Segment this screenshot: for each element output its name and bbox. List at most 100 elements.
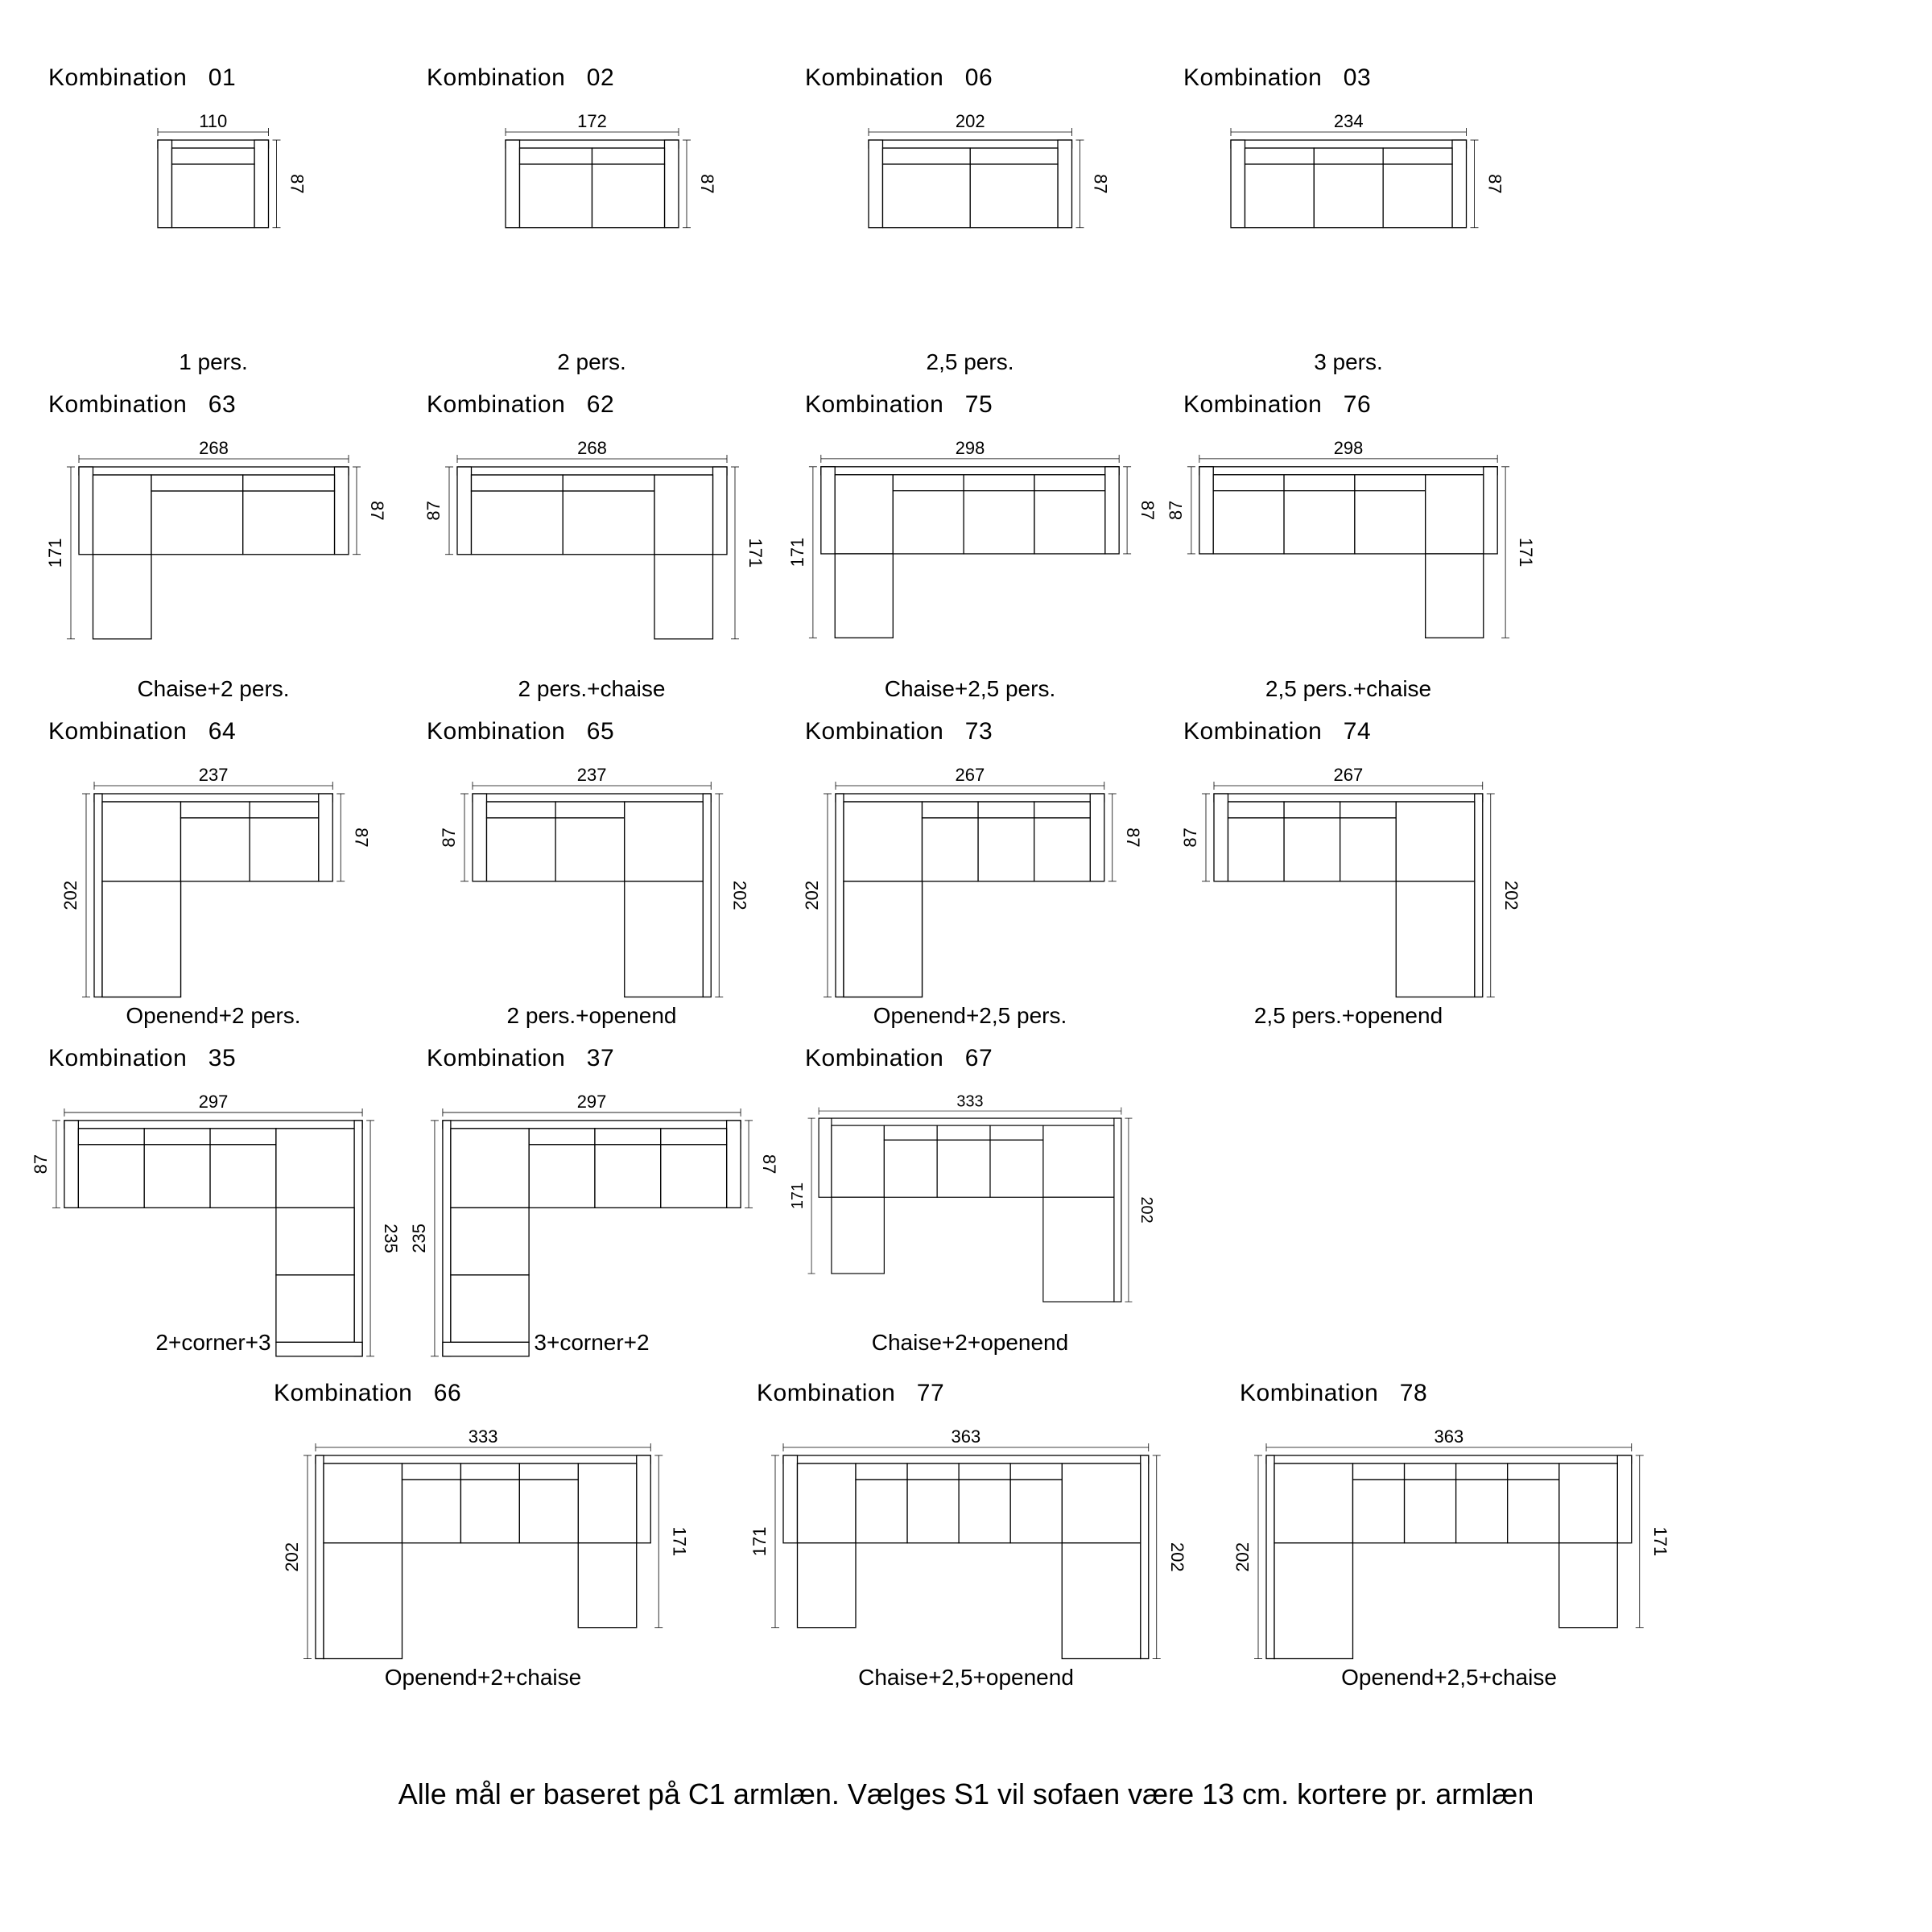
combo-cell-63: Kombination 63 17187268 Chaise+2 pers. [32,391,394,702]
svg-text:171: 171 [1516,538,1536,567]
sofa-diagram: 363171202 [759,1431,1173,1683]
combo-diagram: 333202171 [258,1431,708,1657]
combo-diagram: 20287237 [32,770,394,995]
svg-text:268: 268 [577,438,607,458]
svg-text:202: 202 [1137,1197,1155,1224]
sofa-diagram: 87171268 [433,443,751,663]
svg-text:171: 171 [669,1527,689,1557]
combo-title: Kombination 74 [1167,718,1371,745]
combo-title: Kombination 03 [1167,64,1371,92]
svg-text:110: 110 [199,111,227,131]
combo-cell-02: Kombination 02 17287 2 pers. [411,64,773,375]
combo-label: 3 pers. [1314,349,1383,375]
combo-cell-66: Kombination 66 333202171 Openend+2+chais… [258,1380,708,1690]
sofa-diagram: 87171298 [1175,443,1521,662]
page: Kombination 01 11087 1 pers. Kombination… [0,0,1932,1932]
sofa-diagram: 17187268 [55,443,373,663]
svg-text:171: 171 [1650,1527,1670,1557]
combo-diagram: 17287 [411,116,773,341]
svg-text:172: 172 [577,111,607,131]
sofa-diagram: 363202171 [1242,1431,1656,1683]
svg-text:87: 87 [759,1154,779,1174]
svg-text:333: 333 [469,1426,498,1447]
svg-text:87: 87 [1123,828,1143,847]
combo-diagram: 363202171 [1224,1431,1674,1657]
sofa-diagram: 20287237 [70,770,357,1022]
sofa-diagram: 23487 [1207,116,1491,252]
combo-diagram: 17187298 [789,443,1151,668]
svg-text:202: 202 [802,881,822,910]
combo-cell-64: Kombination 64 20287237 Openend+2 pers. [32,718,394,1029]
svg-text:87: 87 [439,828,459,847]
svg-text:237: 237 [577,765,607,785]
svg-text:171: 171 [789,1183,807,1209]
svg-text:87: 87 [351,828,371,847]
svg-text:87: 87 [697,174,717,193]
svg-text:87: 87 [1137,501,1158,520]
combo-title: Kombination 01 [32,64,236,92]
diagram-grid: Kombination 01 11087 1 pers. Kombination… [32,64,1900,1356]
sofa-diagram: 87202267 [1190,770,1507,1022]
svg-text:363: 363 [952,1426,981,1447]
svg-text:87: 87 [1166,501,1186,520]
svg-text:202: 202 [956,111,985,131]
combo-label: 2,5 pers. [927,349,1014,375]
combo-title: Kombination 67 [789,1045,993,1072]
combo-title: Kombination 37 [411,1045,614,1072]
svg-text:87: 87 [1484,174,1505,193]
combo-diagram: 333171202 [789,1096,1151,1322]
svg-text:234: 234 [1334,111,1364,131]
combo-title: Kombination 78 [1224,1380,1427,1407]
combo-cell-35: Kombination 35 87235297 2+corner+3 [32,1045,394,1356]
combo-title: Kombination 66 [258,1380,461,1407]
combo-diagram: 363171202 [741,1431,1191,1657]
combo-diagram: 87171298 [1167,443,1530,668]
combo-title: Kombination 35 [32,1045,236,1072]
svg-text:87: 87 [367,501,387,520]
svg-text:298: 298 [956,438,985,458]
svg-text:87: 87 [1180,828,1200,847]
svg-text:87: 87 [287,174,308,193]
sofa-diagram: 11087 [134,116,293,252]
combo-cell-01: Kombination 01 11087 1 pers. [32,64,394,375]
svg-text:202: 202 [1501,881,1521,910]
combo-label: 2 pers.+chaise [518,676,666,702]
combo-diagram: 87171268 [411,443,773,668]
combo-diagram: 87235297 [32,1096,394,1322]
combo-label: 2 pers. [557,349,626,375]
combo-title: Kombination 06 [789,64,993,92]
svg-text:171: 171 [787,538,807,567]
svg-text:268: 268 [199,438,229,458]
combo-title: Kombination 02 [411,64,614,92]
svg-text:202: 202 [60,881,80,910]
combo-cell-74: Kombination 74 87202267 2,5 pers.+openen… [1167,718,1530,1029]
combo-cell-76: Kombination 76 87171298 2,5 pers.+chaise [1167,391,1530,702]
svg-text:235: 235 [381,1224,401,1253]
combo-diagram: 23487 [1167,116,1530,341]
combo-title: Kombination 73 [789,718,993,745]
svg-text:171: 171 [745,539,766,568]
combo-cell-06: Kombination 06 20287 2,5 pers. [789,64,1151,375]
svg-text:237: 237 [199,765,229,785]
svg-text:235: 235 [409,1224,429,1253]
svg-text:87: 87 [423,501,444,520]
combo-title: Kombination 77 [741,1380,944,1407]
svg-text:298: 298 [1334,438,1363,458]
svg-text:202: 202 [1232,1542,1253,1572]
svg-text:202: 202 [729,881,749,910]
svg-text:202: 202 [282,1542,302,1572]
sofa-diagram: 17287 [481,116,703,252]
combo-diagram: 23587297 [411,1096,773,1322]
combo-cell-77: Kombination 77 363171202 Chaise+2,5+open… [741,1380,1191,1690]
combo-title: Kombination 64 [32,718,236,745]
combo-title: Kombination 63 [32,391,236,419]
combo-cell-75: Kombination 75 17187298 Chaise+2,5 pers. [789,391,1151,702]
combo-label: Chaise+2+openend [872,1330,1068,1356]
combo-diagram: 20287267 [789,770,1151,995]
svg-text:267: 267 [956,765,985,785]
sofa-diagram: 17187298 [797,443,1143,662]
sofa-diagram: 23587297 [419,1096,765,1381]
combo-label: 1 pers. [179,349,248,375]
combo-diagram: 11087 [32,116,394,341]
diagram-row-4: Kombination 66 333202171 Openend+2+chais… [32,1380,1900,1690]
